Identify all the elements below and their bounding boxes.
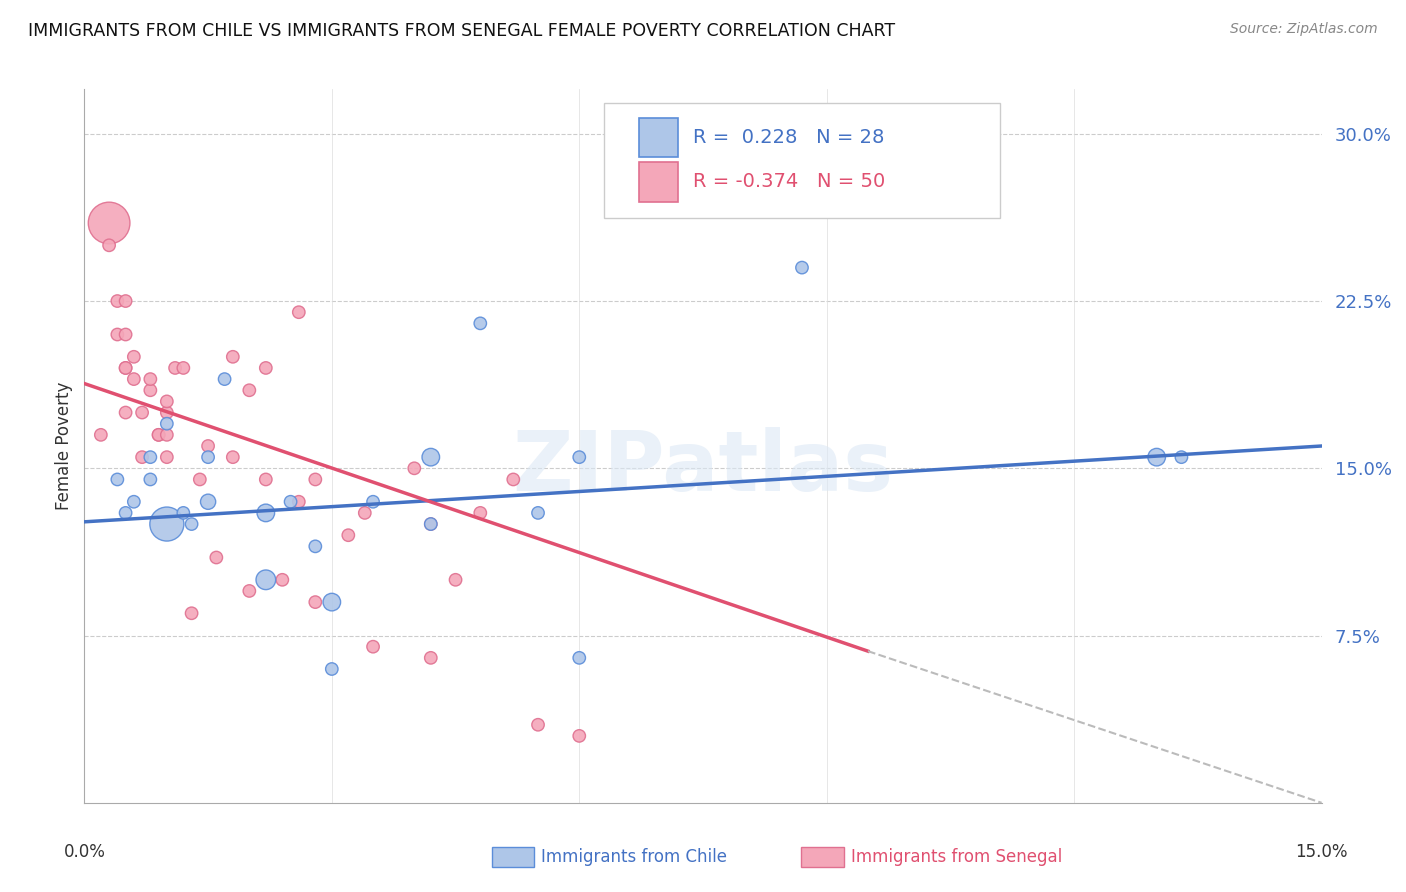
Point <box>197 450 219 465</box>
FancyBboxPatch shape <box>638 162 678 202</box>
Point <box>105 473 128 487</box>
Point <box>254 473 277 487</box>
Point <box>304 595 326 609</box>
Point <box>139 450 162 465</box>
Point <box>90 427 112 442</box>
Point <box>156 405 179 420</box>
Point <box>148 427 170 442</box>
FancyBboxPatch shape <box>605 103 1000 218</box>
Y-axis label: Female Poverty: Female Poverty <box>55 382 73 510</box>
Point <box>353 506 375 520</box>
Text: R =  0.228   N = 28: R = 0.228 N = 28 <box>693 128 884 147</box>
Point <box>114 360 136 375</box>
Point <box>254 573 277 587</box>
Point <box>98 238 121 252</box>
Point <box>214 372 236 386</box>
Point <box>172 506 194 520</box>
Point <box>419 651 441 665</box>
Point <box>238 583 260 598</box>
Point <box>254 506 277 520</box>
Point <box>527 506 550 520</box>
Point <box>114 293 136 308</box>
Point <box>197 439 219 453</box>
Point <box>139 384 162 398</box>
Text: Source: ZipAtlas.com: Source: ZipAtlas.com <box>1230 22 1378 37</box>
Point <box>172 360 194 375</box>
Point <box>131 450 153 465</box>
Point <box>444 573 467 587</box>
Point <box>288 494 311 508</box>
Point <box>188 473 211 487</box>
Point <box>304 539 326 553</box>
Point <box>1170 450 1192 465</box>
Point <box>122 372 145 386</box>
Point <box>419 450 441 465</box>
Point <box>337 528 360 542</box>
Point <box>568 450 591 465</box>
Point <box>114 405 136 420</box>
Point <box>105 293 128 308</box>
Point <box>205 550 228 565</box>
Point <box>502 473 524 487</box>
FancyBboxPatch shape <box>638 118 678 157</box>
Point <box>568 729 591 743</box>
Point <box>197 494 219 508</box>
Point <box>527 717 550 731</box>
Point <box>98 216 121 230</box>
Point <box>304 473 326 487</box>
Text: Immigrants from Chile: Immigrants from Chile <box>541 848 727 866</box>
Point <box>361 640 384 654</box>
Point <box>156 417 179 431</box>
Point <box>180 607 202 621</box>
Point <box>321 662 343 676</box>
Point <box>470 317 492 331</box>
Point <box>122 494 145 508</box>
Point <box>222 350 245 364</box>
Text: ZIPatlas: ZIPatlas <box>513 427 893 508</box>
Point <box>165 360 187 375</box>
Point <box>271 573 294 587</box>
Point <box>139 372 162 386</box>
Text: 0.0%: 0.0% <box>63 843 105 861</box>
Point <box>1146 450 1168 465</box>
Point <box>122 350 145 364</box>
Point <box>180 517 202 532</box>
Point <box>156 517 179 532</box>
Point <box>790 260 813 275</box>
Point <box>404 461 426 475</box>
Point <box>568 651 591 665</box>
Point <box>321 595 343 609</box>
Point <box>238 384 260 398</box>
Point <box>114 360 136 375</box>
Point <box>105 327 128 342</box>
Point <box>470 506 492 520</box>
Point <box>419 517 441 532</box>
Point <box>254 360 277 375</box>
Text: R = -0.374   N = 50: R = -0.374 N = 50 <box>693 172 886 192</box>
Point <box>139 473 162 487</box>
Point <box>131 405 153 420</box>
Point <box>419 517 441 532</box>
Text: Immigrants from Senegal: Immigrants from Senegal <box>851 848 1062 866</box>
Point <box>114 506 136 520</box>
Point <box>156 394 179 409</box>
Text: IMMIGRANTS FROM CHILE VS IMMIGRANTS FROM SENEGAL FEMALE POVERTY CORRELATION CHAR: IMMIGRANTS FROM CHILE VS IMMIGRANTS FROM… <box>28 22 896 40</box>
Text: 15.0%: 15.0% <box>1295 843 1348 861</box>
Point <box>114 327 136 342</box>
Point <box>280 494 302 508</box>
Point <box>156 427 179 442</box>
Point <box>288 305 311 319</box>
Point <box>148 427 170 442</box>
Point <box>361 494 384 508</box>
Point <box>156 450 179 465</box>
Point <box>222 450 245 465</box>
